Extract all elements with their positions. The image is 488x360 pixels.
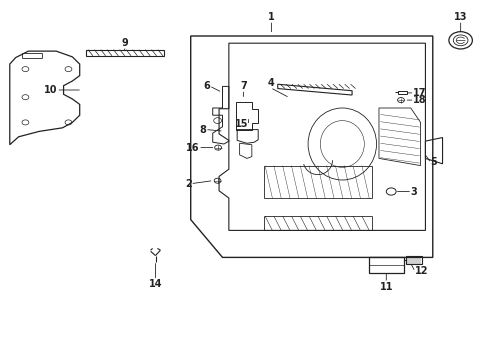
Text: 16: 16 (185, 143, 199, 153)
Text: 5: 5 (429, 157, 436, 167)
Text: 3: 3 (410, 186, 417, 197)
Text: 18: 18 (412, 95, 426, 105)
Text: 8: 8 (199, 125, 206, 135)
Text: 7: 7 (240, 81, 246, 91)
Text: 4: 4 (267, 78, 274, 88)
Text: 12: 12 (414, 266, 427, 276)
Text: 2: 2 (184, 179, 191, 189)
Text: 14: 14 (148, 279, 162, 289)
Text: 6: 6 (203, 81, 210, 91)
Text: 9: 9 (121, 37, 128, 48)
Text: 13: 13 (453, 12, 467, 22)
Text: 1: 1 (267, 12, 274, 22)
Text: 10: 10 (44, 85, 58, 95)
Text: 15: 15 (234, 119, 248, 129)
Text: 11: 11 (379, 282, 392, 292)
Text: 17: 17 (412, 88, 426, 98)
Bar (397, 91, 406, 94)
